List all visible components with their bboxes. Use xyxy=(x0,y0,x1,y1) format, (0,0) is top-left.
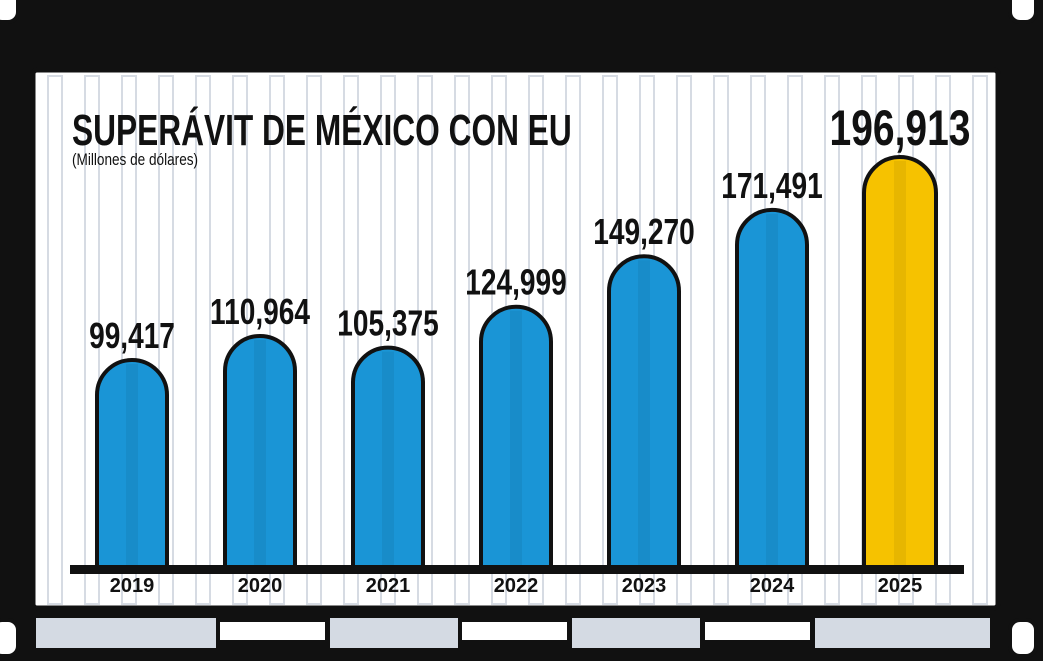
x-tick-label: 2022 xyxy=(494,575,539,597)
stripe xyxy=(121,75,137,605)
bar-shade xyxy=(126,364,138,567)
bar xyxy=(351,345,425,569)
stripe xyxy=(380,75,396,605)
bar-shade xyxy=(638,260,650,567)
strip-block xyxy=(572,618,700,648)
bar-shade xyxy=(894,161,906,567)
strip-block xyxy=(462,622,567,640)
stripe xyxy=(47,75,63,605)
x-tick-label: 2025 xyxy=(878,575,923,597)
strip-block xyxy=(36,618,216,648)
value-label: 124,999 xyxy=(465,262,566,302)
stripe xyxy=(713,75,729,605)
bar-shade xyxy=(382,351,394,567)
corner xyxy=(1008,0,1038,24)
stripe xyxy=(158,75,174,605)
value-label: 196,913 xyxy=(830,99,971,156)
stripe xyxy=(195,75,211,605)
bar-shade xyxy=(766,213,778,567)
value-label: 149,270 xyxy=(593,212,694,252)
chart-title: SUPERÁVIT DE MÉXICO CON EU xyxy=(72,105,572,155)
x-tick-label: 2021 xyxy=(366,575,411,597)
plot: 99,417 110,964 105,375 124,999 149,270 171,49… xyxy=(70,99,970,597)
value-label: 105,375 xyxy=(337,303,438,343)
bar xyxy=(735,208,809,569)
strip-block xyxy=(815,618,990,648)
stripe xyxy=(972,75,988,605)
value-label: 110,964 xyxy=(210,292,310,332)
stripe xyxy=(824,75,840,605)
x-tick-label: 2019 xyxy=(110,575,155,597)
stripe xyxy=(454,75,470,605)
stripe xyxy=(84,75,100,605)
x-tick-label: 2020 xyxy=(238,575,283,597)
corner xyxy=(1008,618,1038,658)
value-label: 99,417 xyxy=(89,316,175,356)
stripe xyxy=(343,75,359,605)
bar xyxy=(862,155,938,569)
strip-block xyxy=(220,622,325,640)
value-label: 171,491 xyxy=(721,166,822,206)
bar xyxy=(223,334,297,569)
x-tick-label: 2024 xyxy=(750,575,795,597)
stripe xyxy=(306,75,322,605)
bar xyxy=(479,304,553,569)
strip-block xyxy=(705,622,810,640)
baseline xyxy=(70,565,964,574)
stripes xyxy=(47,75,988,605)
bar xyxy=(607,254,681,569)
x-tick-label: 2023 xyxy=(622,575,667,597)
bar xyxy=(95,358,169,569)
strip-block xyxy=(330,618,458,648)
stripe xyxy=(565,75,581,605)
corner xyxy=(0,618,20,658)
stripe xyxy=(417,75,433,605)
bar-shade xyxy=(510,310,522,567)
bar-shade xyxy=(254,339,266,567)
chart-subtitle: (Millones de dólares) xyxy=(72,151,198,170)
corner xyxy=(0,0,20,24)
bottom-strip xyxy=(36,618,990,648)
